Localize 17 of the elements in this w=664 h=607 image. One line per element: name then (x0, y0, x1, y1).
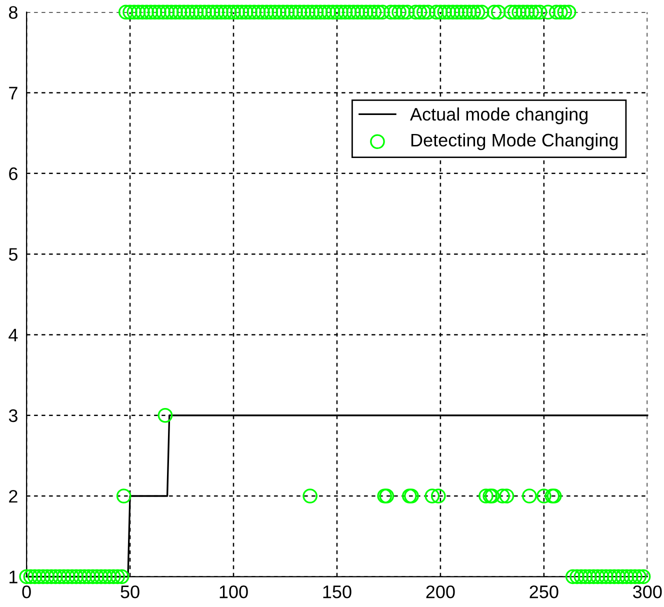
x-tick-label: 150 (323, 585, 352, 598)
x-tick-label: 0 (22, 585, 31, 598)
y-tick-label: 7 (9, 86, 18, 100)
y-tick-label: 4 (8, 328, 18, 342)
x-tick-label: 300 (633, 585, 662, 598)
x-tick-label: 100 (220, 585, 248, 598)
legend-label: Actual mode changing (410, 107, 588, 124)
x-tick-label: 200 (426, 585, 455, 598)
legend-label: Detecting Mode Changing (411, 133, 618, 150)
y-tick-label: 5 (8, 248, 18, 261)
x-tick-label: 50 (120, 585, 140, 598)
y-tick-label: 1 (10, 570, 18, 584)
y-tick-label: 8 (8, 6, 18, 19)
y-tick-label: 3 (8, 409, 18, 422)
x-tick-label: 250 (530, 585, 558, 598)
y-tick-label: 6 (9, 167, 18, 180)
y-tick-label: 2 (9, 490, 18, 503)
